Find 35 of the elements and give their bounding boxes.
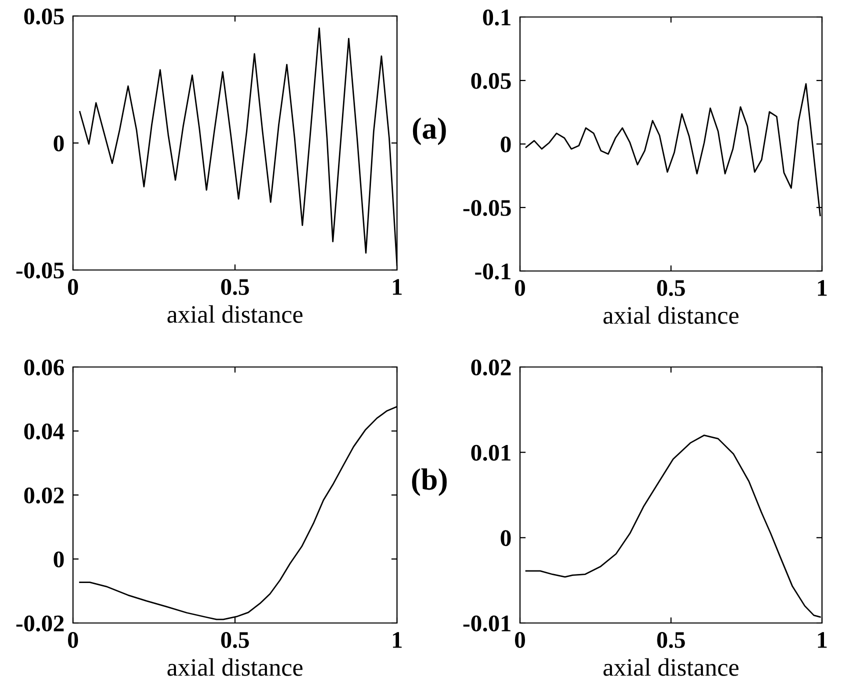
x-tick-label: 1 [818,632,827,648]
y-tick-label: 0.05 [471,72,511,90]
y-tick-label: 0 [500,136,511,152]
y-tick-label: 0.04 [24,423,64,440]
x-tick-label: 0.5 [657,280,685,296]
x-tick-label: 0 [68,632,78,648]
text: (a) [412,117,446,146]
x-tick-label: 1 [392,279,402,295]
x-tick-label: 0.5 [657,632,685,648]
x-tick-label: 1 [392,632,402,648]
y-tick-label: 0.02 [471,359,511,376]
x-tick-label: 0.5 [221,279,249,296]
x-tick-label: 0 [68,279,78,295]
y-tick-label: -0.02 [16,615,64,632]
y-tick-label: 0.01 [471,444,510,461]
x-tick-label: 0 [514,632,526,648]
y-tick-label: 0.02 [24,487,64,504]
y-tick-label: -0.05 [16,262,64,279]
x-axis-title: axial distance [604,306,739,324]
x-tick-label: 0.5 [221,632,249,648]
text: (b) [412,468,447,496]
y-tick-label: 0.05 [24,8,64,25]
x-axis-title: axial distance [168,658,302,676]
y-tick-label: -0.1 [475,263,510,280]
x-axis-title: axial distance [604,658,739,676]
x-tick-label: 0 [514,280,526,296]
y-tick-label: -0.05 [463,200,511,216]
x-tick-label: 1 [818,280,827,296]
x-axis-title: axial distance [168,305,302,323]
y-tick-label: 0.1 [483,9,510,26]
y-tick-label: 0 [54,135,64,152]
y-tick-label: 0.06 [24,359,64,376]
y-tick-label: 0 [500,530,511,546]
y-tick-label: -0.01 [463,615,510,632]
y-tick-label: 0 [54,551,64,568]
